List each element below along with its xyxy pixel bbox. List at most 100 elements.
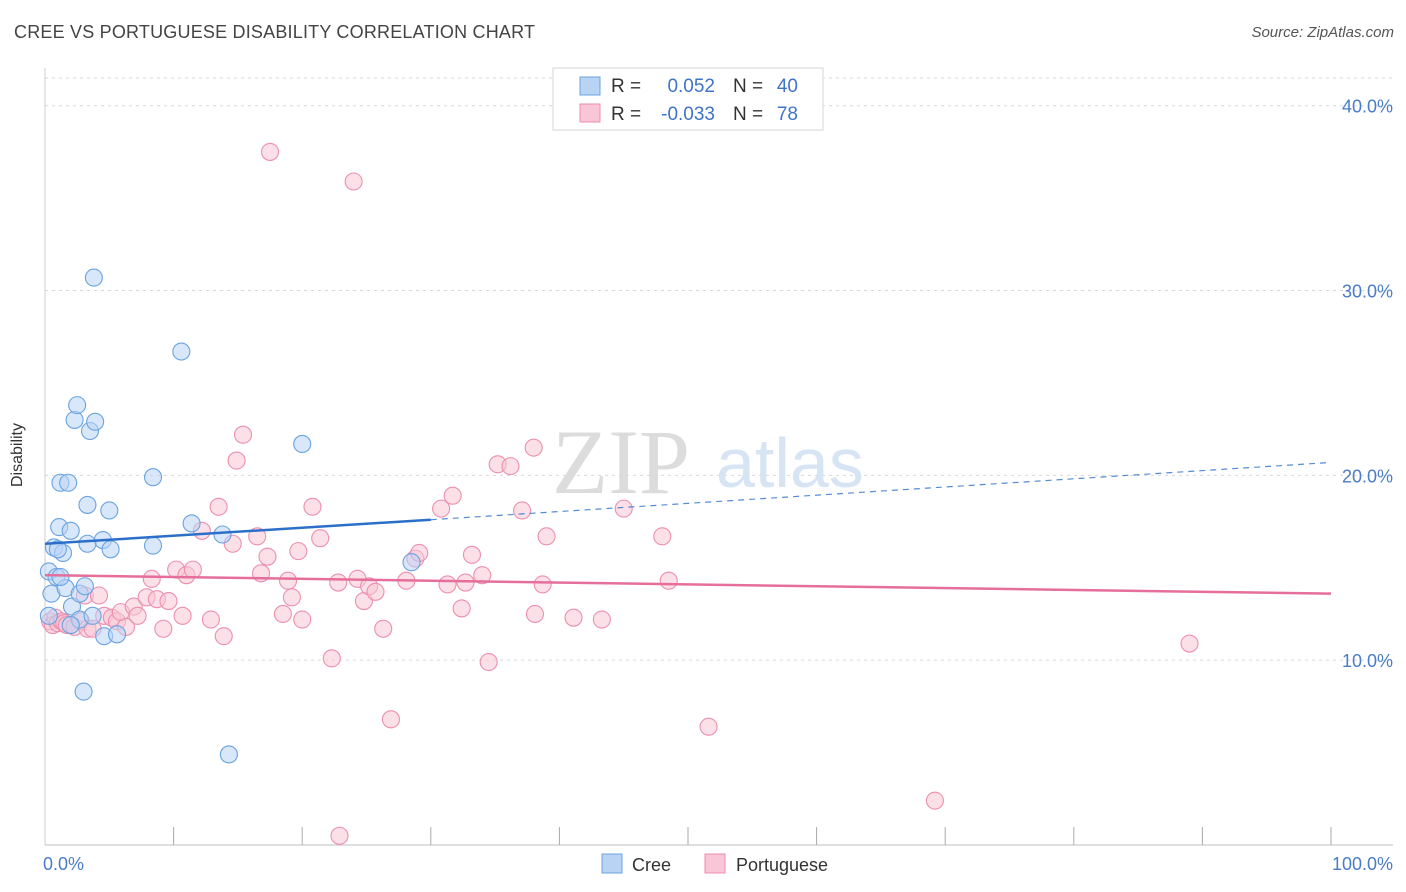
legend-swatch-cree: [579, 76, 601, 96]
portuguese-point: [227, 451, 246, 470]
y-tick-labels: 10.0% 20.0% 30.0% 40.0%: [1342, 97, 1393, 671]
legend-r-label-portuguese: R =: [611, 104, 641, 125]
legend-r-value-cree: 0.052: [667, 76, 715, 97]
portuguese-point: [260, 142, 280, 161]
axes: [44, 68, 1393, 846]
cree-point: [86, 412, 105, 431]
cree-point: [74, 682, 93, 701]
portuguese-point: [537, 527, 556, 546]
portuguese-point: [366, 582, 385, 601]
cree-point: [107, 625, 127, 644]
x-tick-label: 100.0%: [1332, 854, 1393, 874]
portuguese-point: [1180, 634, 1199, 653]
cree-point: [172, 342, 191, 361]
chart-title: CREE VS PORTUGUESE DISABILITY CORRELATIO…: [14, 22, 536, 42]
portuguese-point: [524, 438, 543, 457]
portuguese-point: [89, 586, 109, 605]
cree-point: [59, 473, 78, 492]
cree-point: [213, 525, 232, 544]
cree-point: [219, 745, 238, 764]
cree-point: [51, 567, 70, 587]
cree-point: [48, 540, 67, 559]
cree-point: [83, 606, 102, 625]
portuguese-point: [154, 619, 173, 638]
cree-points: [39, 268, 421, 764]
watermark-atlas: atlas: [716, 424, 864, 502]
y-tick-label: 10.0%: [1342, 651, 1393, 671]
portuguese-point: [311, 529, 330, 548]
cree-point: [39, 606, 58, 625]
portuguese-point: [330, 826, 349, 845]
portuguese-point: [513, 501, 532, 520]
portuguese-point: [303, 497, 322, 516]
bottom-legend-swatch-portuguese: [704, 853, 726, 874]
source-label: Source: ZipAtlas.com: [1251, 24, 1394, 41]
portuguese-point: [381, 710, 400, 729]
cree-point: [78, 495, 97, 514]
portuguese-point: [329, 573, 348, 592]
portuguese-point: [501, 457, 520, 476]
watermark: ZIP atlas: [552, 411, 864, 513]
cree-point: [84, 268, 103, 287]
legend-r-value-portuguese: -0.033: [661, 104, 715, 125]
portuguese-point: [925, 791, 944, 810]
cree-point: [78, 534, 97, 553]
portuguese-point: [443, 486, 462, 505]
portuguese-point: [592, 610, 611, 629]
portuguese-point: [533, 575, 552, 594]
portuguese-point: [173, 606, 192, 625]
trend-lines: [44, 461, 1332, 595]
cree-trend-line: [44, 518, 431, 545]
y-tick-label: 30.0%: [1342, 282, 1393, 302]
cree-point: [182, 514, 201, 533]
cree-point: [65, 410, 84, 429]
cree-point: [143, 536, 163, 555]
legend-n-label-cree: N =: [733, 76, 763, 97]
cree-point: [101, 540, 120, 559]
portuguese-point: [248, 527, 267, 546]
portuguese-point: [344, 172, 363, 191]
bottom-legend-label-portuguese: Portuguese: [736, 855, 828, 875]
portuguese-point: [159, 591, 178, 611]
portuguese-point: [201, 610, 220, 629]
portuguese-point: [142, 569, 161, 588]
portuguese-trend-line: [44, 573, 1332, 595]
cree-point: [402, 553, 421, 572]
portuguese-point: [258, 547, 277, 566]
portuguese-point: [456, 573, 475, 592]
portuguese-point: [374, 619, 393, 638]
x-tick-label: 0.0%: [43, 854, 84, 874]
legend-n-value-portuguese: 78: [777, 104, 798, 125]
cree-point: [68, 396, 87, 415]
legend-n-value-cree: 40: [777, 76, 798, 97]
portuguese-point: [183, 560, 202, 579]
cree-point: [61, 616, 80, 635]
y-tick-label: 40.0%: [1342, 97, 1393, 117]
bottom-legend-swatch-cree: [601, 853, 623, 874]
portuguese-point: [473, 566, 492, 585]
cree-point: [61, 521, 80, 540]
gridlines: [45, 77, 1393, 661]
portuguese-point: [653, 527, 672, 546]
portuguese-point: [209, 497, 228, 516]
bottom-legend-label-cree: Cree: [632, 855, 671, 875]
portuguese-point: [273, 604, 292, 624]
legend-r-label-cree: R =: [611, 76, 641, 97]
cree-trend-extension: [430, 461, 1332, 521]
portuguese-point: [614, 499, 633, 518]
legend-swatch-portuguese: [579, 103, 601, 123]
y-tick-label: 20.0%: [1342, 466, 1393, 486]
watermark-zip: ZIP: [552, 411, 690, 513]
series-legend: Cree Portuguese: [601, 853, 828, 875]
portuguese-point: [462, 545, 482, 564]
portuguese-point: [699, 717, 718, 736]
portuguese-point: [128, 606, 147, 625]
portuguese-point: [322, 649, 341, 668]
portuguese-point: [432, 499, 451, 518]
cree-point: [293, 434, 312, 453]
portuguese-point: [282, 588, 301, 607]
legend-n-label-portuguese: N =: [733, 104, 763, 125]
portuguese-point: [289, 542, 308, 561]
portuguese-point: [214, 627, 233, 646]
portuguese-point: [525, 604, 545, 624]
